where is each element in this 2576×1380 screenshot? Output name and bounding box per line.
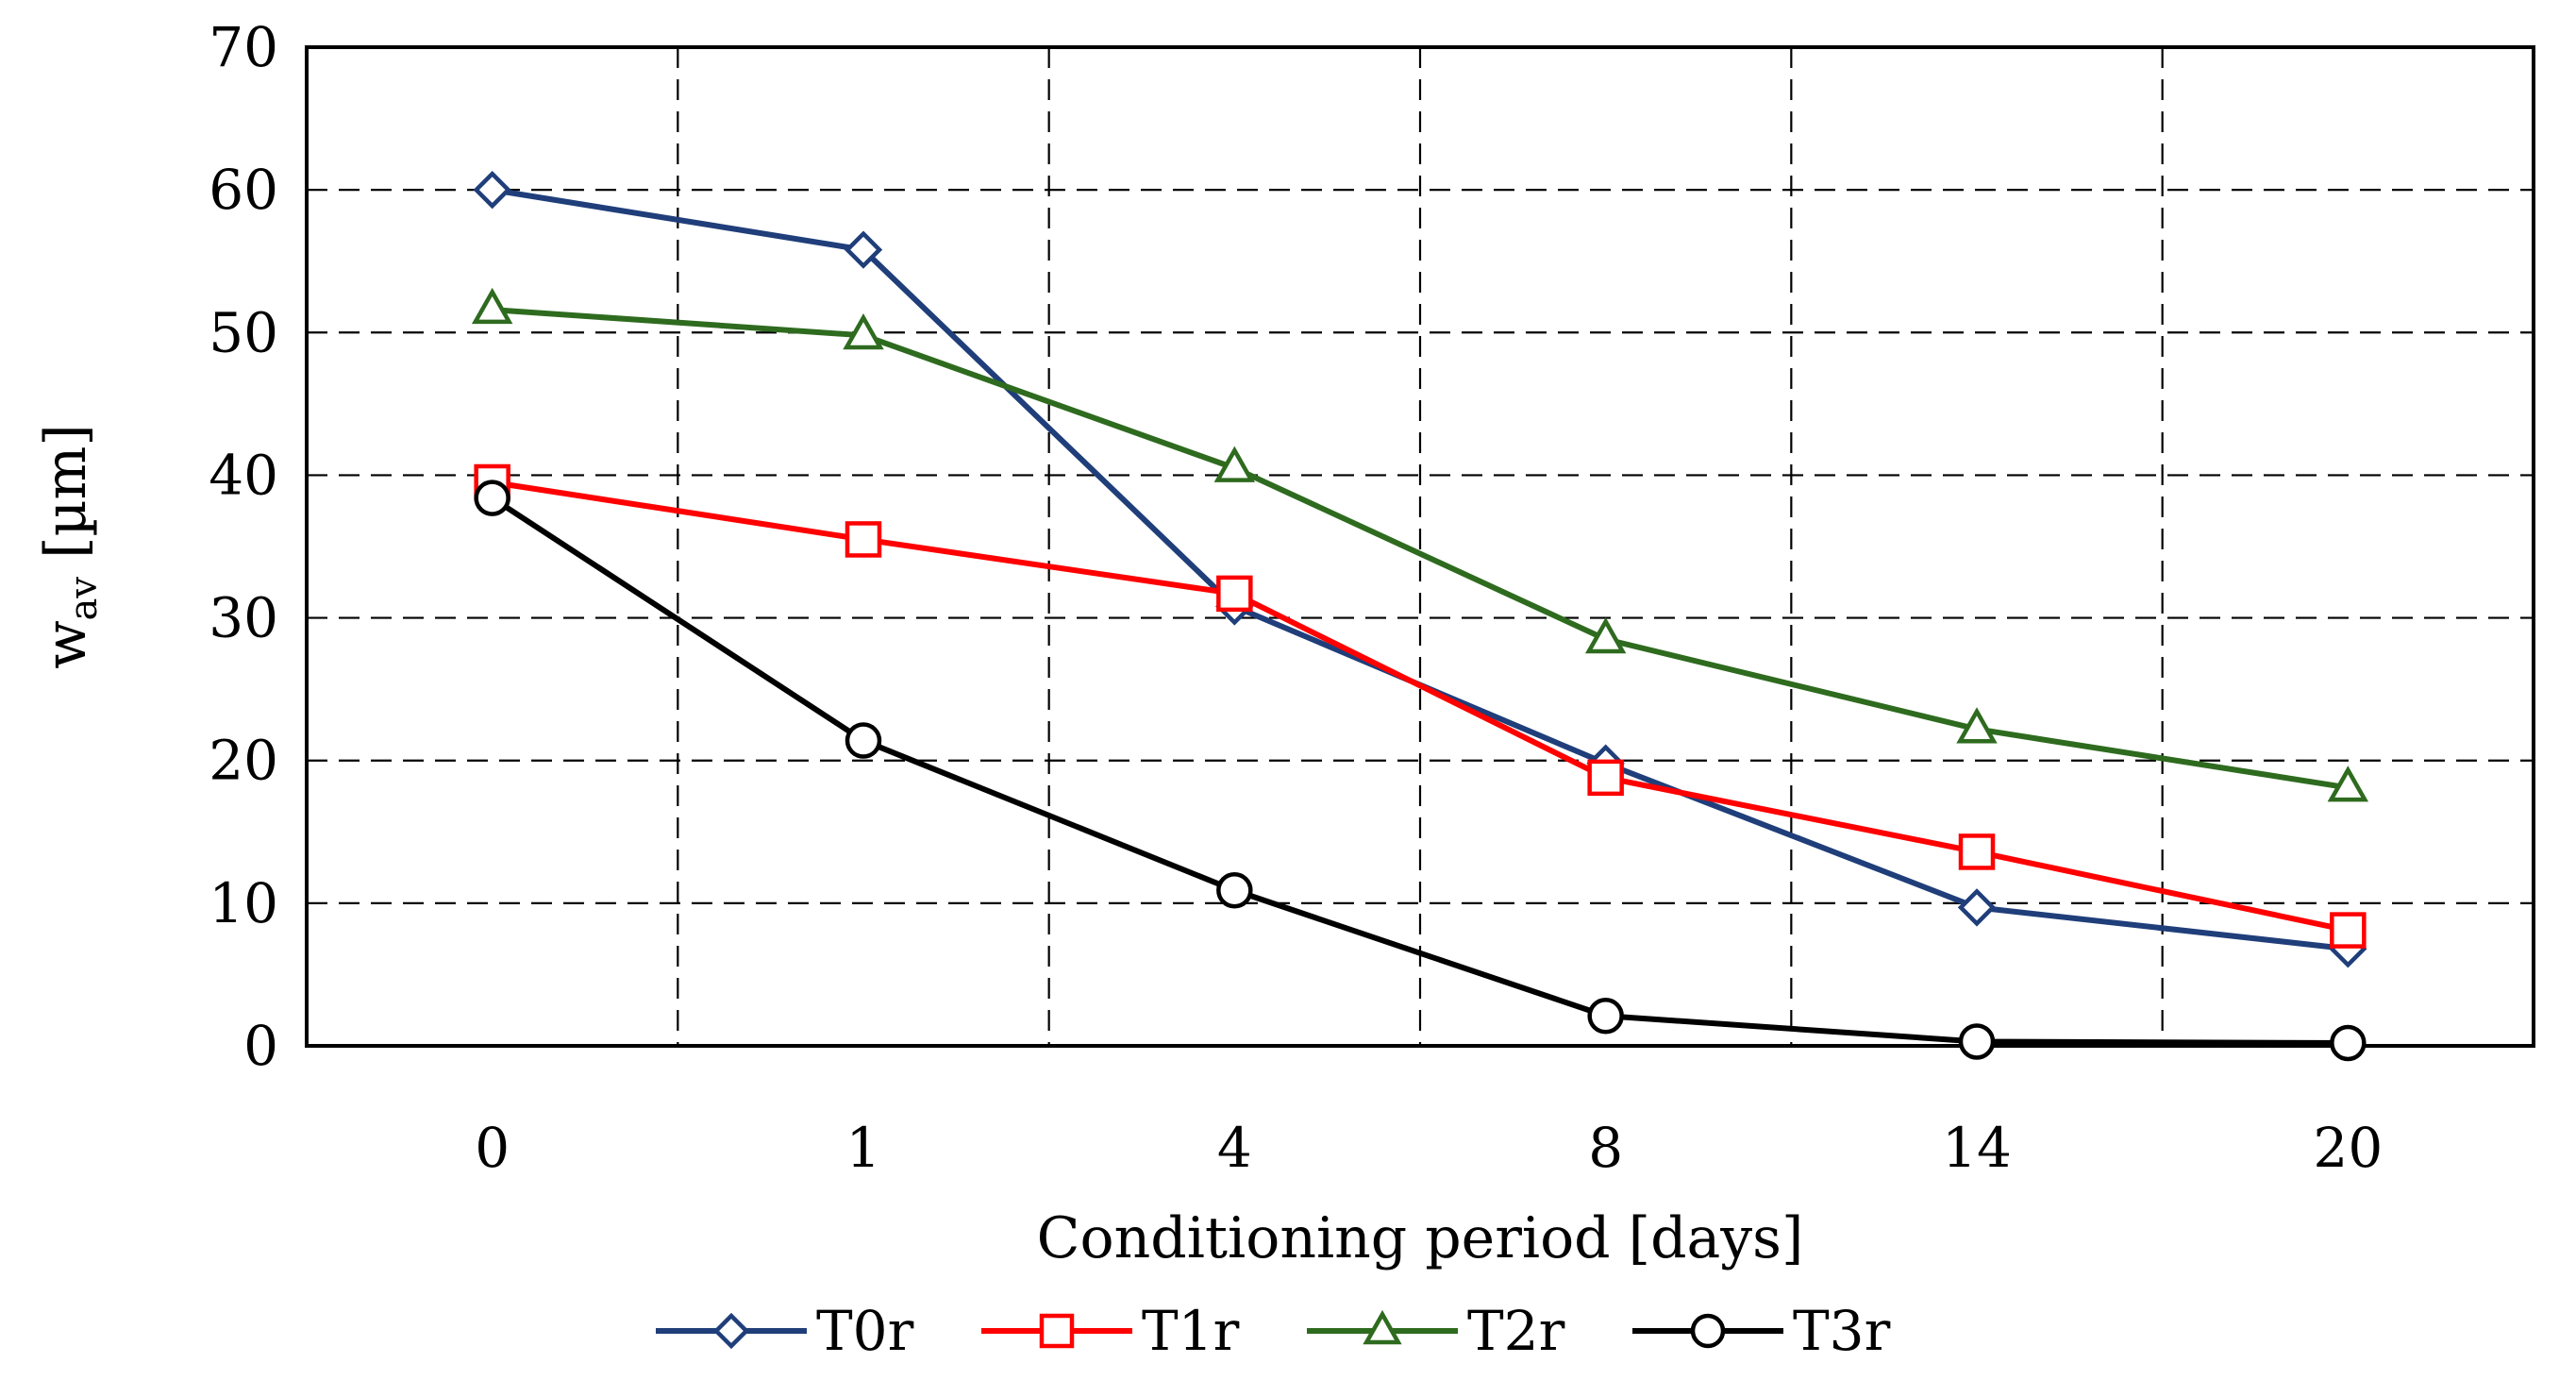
data-point	[473, 170, 511, 210]
legend-label: T0r	[816, 1299, 914, 1363]
plot-area-frame	[305, 45, 2535, 1048]
data-point	[474, 480, 510, 516]
y-tick-label: 30	[209, 586, 278, 650]
y-tick-label: 40	[209, 443, 278, 507]
x-tick-label: 8	[1588, 1116, 1623, 1180]
series-line	[492, 480, 2349, 934]
series-T1r	[474, 463, 2367, 949]
series-layer	[471, 170, 2369, 1062]
x-tick-label: 4	[1217, 1116, 1252, 1180]
data-point	[1584, 616, 1627, 654]
legend-marker	[1690, 1313, 1726, 1349]
legend-item-T1r: T1r	[981, 1299, 1240, 1363]
x-tick-label: 14	[1942, 1116, 2012, 1180]
series-line	[492, 307, 2349, 791]
legend-item-T0r: T0r	[656, 1299, 914, 1363]
y-axis-title-main: w	[33, 620, 99, 668]
y-tick-label: 0	[243, 1014, 278, 1078]
data-point	[1216, 575, 1253, 613]
y-axis-title-subscript: av	[62, 577, 106, 621]
data-point	[1958, 1023, 1996, 1060]
data-point	[1216, 872, 1253, 909]
x-tick-label: 0	[475, 1116, 510, 1180]
data-point	[2330, 1024, 2367, 1062]
data-point	[471, 287, 513, 325]
y-axis-title: wav [µm]	[33, 424, 106, 669]
data-point	[1958, 833, 1996, 870]
data-point	[2327, 766, 2369, 802]
data-point	[1957, 888, 1997, 927]
data-point	[844, 230, 883, 269]
x-tick-label: 20	[2313, 1116, 2383, 1180]
data-point	[843, 313, 884, 350]
y-axis-ticks: 0 10 20 30 40 50 60 70	[209, 15, 278, 1078]
data-point	[1587, 759, 1624, 797]
legend: T0r T1r T2r T3r	[656, 1299, 1891, 1363]
legend-marker	[712, 1312, 750, 1350]
legend-marker	[1039, 1313, 1075, 1349]
data-point	[1213, 446, 1256, 482]
y-tick-label: 20	[209, 729, 278, 793]
y-tick-label: 70	[209, 15, 278, 79]
data-point	[845, 722, 882, 759]
data-point	[2330, 912, 2367, 949]
y-tick-label: 50	[209, 300, 278, 364]
series-T3r	[474, 480, 2367, 1062]
data-point	[845, 521, 882, 558]
y-axis-title-unit: [µm]	[33, 424, 99, 577]
legend-marker	[1363, 1309, 1402, 1345]
x-tick-label: 1	[846, 1116, 881, 1180]
y-tick-label: 60	[209, 158, 278, 222]
data-point	[1956, 707, 1998, 744]
legend-label: T1r	[1142, 1299, 1240, 1363]
legend-label: T2r	[1467, 1299, 1565, 1363]
data-point	[1587, 998, 1624, 1035]
legend-label: T3r	[1793, 1299, 1891, 1363]
series-T2r	[471, 287, 2369, 802]
y-tick-label: 10	[209, 871, 278, 935]
series-line	[491, 496, 2349, 1046]
x-axis-ticks: 0 1 4 8 14 20	[475, 1116, 2383, 1180]
legend-item-T2r: T2r	[1307, 1299, 1565, 1363]
x-axis-title: Conditioning period [days]	[1037, 1205, 1804, 1271]
legend-item-T3r: T3r	[1632, 1299, 1891, 1363]
